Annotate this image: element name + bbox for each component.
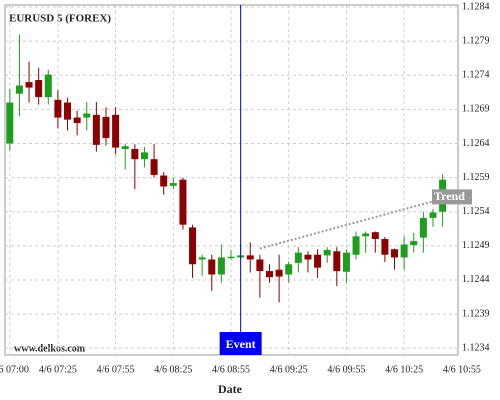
y-tick-label: 1.1234 (462, 342, 490, 353)
candle-body (35, 80, 43, 98)
x-tick-label: 4/6 08:55 (212, 364, 250, 375)
y-tick-label: 1.1284 (462, 1, 490, 12)
candle-body (217, 257, 225, 275)
x-tick-label: 4/6 07:00 (0, 364, 29, 375)
x-tick-label: 4/6 08:25 (154, 364, 192, 375)
candle-body (371, 232, 379, 240)
y-tick-label: 1.1244 (462, 274, 490, 285)
x-tick-label: 4/6 07:25 (39, 364, 77, 375)
candle-body (381, 239, 389, 255)
chart-title: EURUSD 5 (FOREX) (9, 13, 111, 25)
candle-body (285, 264, 293, 275)
candle-body (140, 152, 148, 160)
trend-label-box (432, 189, 472, 205)
candle-body (150, 159, 158, 175)
x-tick-label: 4/6 07:55 (97, 364, 135, 375)
candle-body (265, 271, 273, 278)
watermark: www.delkos.com (14, 343, 86, 354)
candle-body (44, 74, 52, 98)
candle-body (419, 217, 427, 238)
candle-body (15, 85, 23, 94)
candle-body (189, 227, 197, 265)
x-tick-label: 4/6 09:25 (270, 364, 308, 375)
candle-body (54, 99, 62, 118)
y-tick-label: 1.1254 (462, 206, 490, 217)
candle-body (121, 146, 129, 149)
candle-body (227, 256, 235, 259)
y-tick-label: 1.1279 (462, 35, 490, 46)
y-tick-label: 1.1269 (462, 104, 490, 115)
y-tick-label: 1.1264 (462, 138, 490, 149)
candle-body (246, 255, 254, 260)
candle-body (362, 233, 370, 237)
event-label: Event (226, 337, 256, 351)
candle-body (400, 244, 408, 258)
candle-body (83, 113, 91, 118)
event-label-box (219, 332, 262, 355)
candle-body (294, 252, 302, 263)
candle-body (169, 183, 177, 186)
candle-body (6, 102, 14, 144)
candle-body (256, 259, 264, 272)
candle-body (73, 117, 81, 124)
candle-body (275, 269, 283, 277)
y-tick-label: 1.1274 (462, 70, 490, 81)
candle-body (25, 82, 33, 88)
candle-body (160, 175, 168, 187)
candle-body (131, 148, 139, 160)
candle-body (112, 114, 120, 148)
candle-body (304, 254, 312, 260)
y-tick-label: 1.1259 (462, 172, 490, 183)
y-tick-label: 1.1239 (462, 308, 490, 319)
candle-body (64, 102, 72, 120)
candle-body (333, 251, 341, 272)
x-tick-label: 4/6 10:25 (385, 364, 423, 375)
x-tick-label: 4/6 10:55 (443, 364, 481, 375)
candle-body (179, 179, 187, 225)
candle-body (410, 241, 418, 246)
y-tick-label: 1.1249 (462, 240, 490, 251)
trend-line (259, 196, 448, 250)
candle-body (391, 249, 399, 258)
trend-label: Trend (434, 189, 465, 203)
candle-body (323, 249, 331, 256)
candle-body (198, 257, 206, 260)
candle-body (314, 254, 322, 268)
candle-body (352, 236, 360, 255)
candle-body (208, 259, 216, 275)
x-tick-label: 4/6 09:55 (327, 364, 365, 375)
candle-body (429, 212, 437, 218)
x-axis-label: Date (218, 382, 243, 396)
candle-body (92, 114, 100, 145)
candle-body (102, 116, 110, 139)
candle-body (342, 252, 350, 272)
